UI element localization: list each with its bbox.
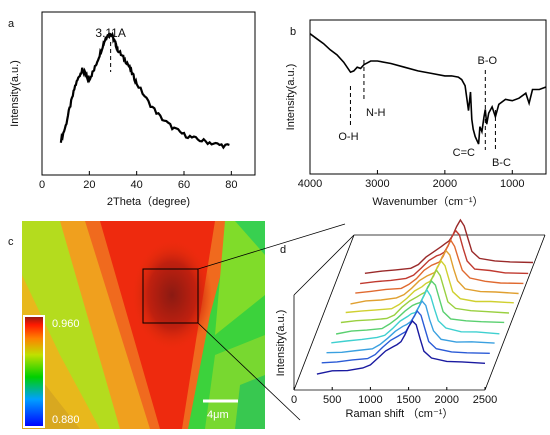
raman-spectrum-line xyxy=(316,319,486,375)
xrd-y-axis-label: Intensity(a.u.) xyxy=(9,60,21,127)
ftir-series-line xyxy=(309,33,547,145)
ftir-cc-label: C=C xyxy=(453,147,475,159)
ftir-nh-label: N-H xyxy=(366,107,386,119)
raman-spectrum-line xyxy=(321,309,490,364)
ftir-bo-label: B-O xyxy=(478,55,498,67)
panel-label-a: a xyxy=(8,18,15,30)
raman-box-edge xyxy=(293,234,355,296)
raman-x-tick-label: 2500 xyxy=(473,394,497,406)
raman-x-tick-label: 1000 xyxy=(358,394,382,406)
xrd-x-tick-label: 0 xyxy=(39,179,45,191)
ftir-chart: 4000 3000 2000 1000 O-H N-H C=C B-O B-C Wavenum… xyxy=(285,19,547,208)
ftir-x-tick-label: 1000 xyxy=(500,178,524,190)
raman-map: 0.960 0.880 4μm xyxy=(22,221,265,429)
raman-spectrum-line xyxy=(345,259,514,314)
ftir-x-tick-label: 4000 xyxy=(298,178,322,190)
ftir-oh-label: O-H xyxy=(338,131,358,143)
xrd-x-tick-label: 40 xyxy=(131,179,143,191)
raman-x-tick-label: 0 xyxy=(291,394,297,406)
raman-box-edge xyxy=(293,234,355,391)
raman-x-tick-label: 2000 xyxy=(435,394,459,406)
colorbar-max-label: 0.960 xyxy=(52,318,80,330)
raman-spectrum-line xyxy=(350,249,519,305)
raman-spectrum-line xyxy=(360,229,529,285)
ftir-y-axis-label: Intensity(a.u.) xyxy=(285,64,297,131)
ftir-x-tick-label: 3000 xyxy=(365,178,389,190)
xrd-peak-annotation: 3.11A xyxy=(95,26,125,40)
colorbar-min-label: 0.880 xyxy=(52,414,80,426)
xrd-series-line xyxy=(59,31,230,150)
ftir-x-tick-label: 2000 xyxy=(433,178,457,190)
raman-spectrum-line xyxy=(364,218,534,274)
panel-label-c: c xyxy=(8,236,14,248)
raman-spectrum-line xyxy=(335,279,505,335)
raman-spectrum-line xyxy=(326,299,495,354)
ftir-plot-frame xyxy=(309,19,547,175)
colorbar xyxy=(23,315,45,428)
xrd-chart: 0 20 40 60 80 3.11A 2Theta（degree) Intensity… xyxy=(9,11,256,208)
xrd-x-axis-label: 2Theta（degree) xyxy=(107,195,190,208)
raman-y-axis-label: Intensity(a.u.) xyxy=(275,310,287,377)
scale-bar-label: 4μm xyxy=(207,409,229,421)
raman-spectra-chart: 0 500 1000 1500 2000 2500 Raman shift （cm⁻¹） … xyxy=(275,218,546,420)
xrd-plot-frame xyxy=(41,11,256,176)
raman-box-edge xyxy=(484,234,546,391)
xrd-x-tick-label: 80 xyxy=(225,179,237,191)
panel-label-d: d xyxy=(280,244,287,256)
xrd-x-tick-label: 20 xyxy=(83,179,95,191)
raman-x-tick-label: 500 xyxy=(323,394,341,406)
zoom-region-box xyxy=(142,268,199,324)
raman-x-tick-label: 1500 xyxy=(396,394,420,406)
panel-label-b: b xyxy=(290,26,297,38)
xrd-x-tick-label: 60 xyxy=(178,179,190,191)
ftir-bc-label: B-C xyxy=(492,157,511,169)
ftir-x-axis-label: Wavenumber（cm⁻¹） xyxy=(372,195,483,208)
raman-x-axis-label: Raman shift （cm⁻¹） xyxy=(346,407,454,420)
